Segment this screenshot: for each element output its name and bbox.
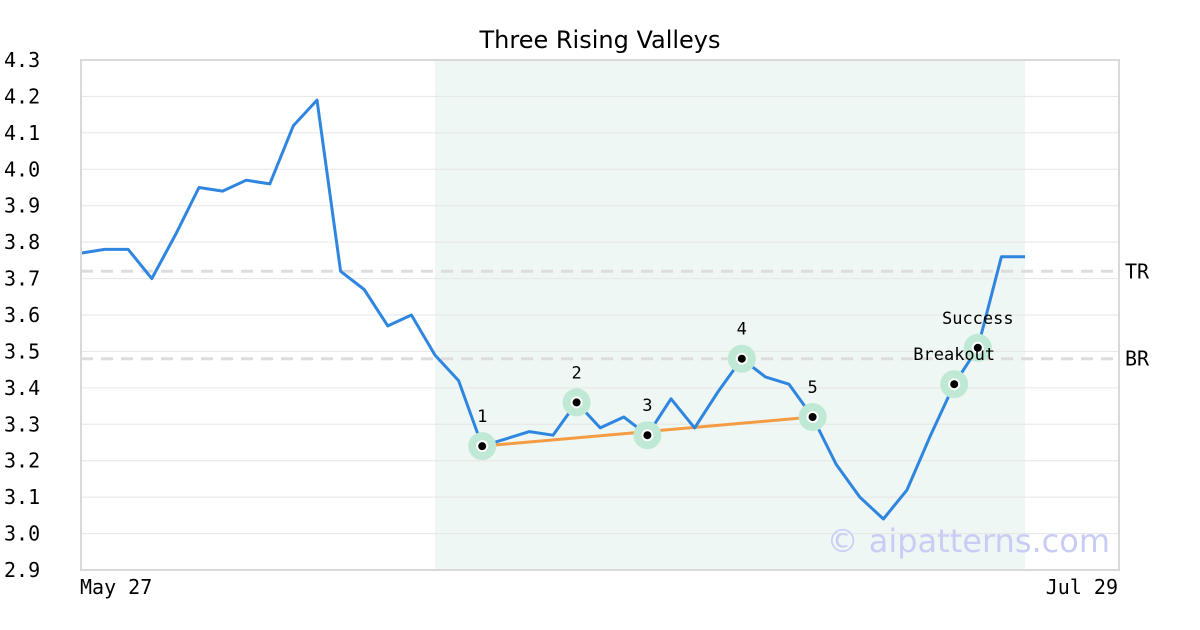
pattern-point-4-dot: [737, 354, 746, 363]
pattern-point-5-dot: [808, 413, 817, 421]
pattern-point-label: 2: [571, 363, 581, 383]
reference-label-tr: TR: [1125, 259, 1150, 283]
signal-point-label-success: Success: [942, 309, 1014, 329]
y-tick-label: 3.6: [4, 303, 40, 327]
pattern-point-label: 5: [807, 378, 817, 398]
y-tick-label: 2.9: [4, 558, 40, 582]
y-tick-label: 4.2: [4, 84, 40, 108]
y-tick-label: 3.0: [4, 522, 40, 546]
y-tick-label: 3.9: [4, 194, 40, 218]
pattern-point-2-dot: [572, 398, 581, 407]
price-line: [80, 98, 1025, 521]
watermark: © aipatterns.com: [827, 522, 1110, 560]
reference-label-br: BR: [1125, 347, 1150, 371]
pattern-point-3-dot: [643, 431, 652, 440]
x-tick-end: Jul 29: [1046, 575, 1118, 599]
y-tick-label: 4.3: [4, 48, 40, 72]
y-tick-label: 3.4: [4, 376, 40, 400]
x-tick-start: May 27: [80, 575, 152, 599]
pattern-point-label: 3: [642, 396, 652, 416]
y-tick-label: 3.5: [4, 339, 40, 363]
signal-point-breakout-dot: [950, 380, 959, 389]
pattern-point-label: 1: [477, 407, 487, 427]
y-tick-label: 3.3: [4, 412, 40, 436]
signal-point-success-dot: [973, 343, 982, 352]
y-tick-label: 3.1: [4, 485, 40, 509]
plot-frame: [80, 59, 1120, 571]
pattern-point-label: 4: [737, 320, 747, 340]
chart-title: Three Rising Valleys: [478, 26, 720, 54]
y-tick-label: 3.8: [4, 230, 40, 254]
y-tick-label: 3.7: [4, 267, 40, 291]
pattern-point-1-dot: [478, 442, 487, 451]
y-tick-label: 4.1: [4, 121, 40, 145]
y-tick-label: 4.0: [4, 157, 40, 181]
signal-point-label-breakout: Breakout: [913, 345, 995, 365]
y-tick-label: 3.2: [4, 449, 40, 473]
